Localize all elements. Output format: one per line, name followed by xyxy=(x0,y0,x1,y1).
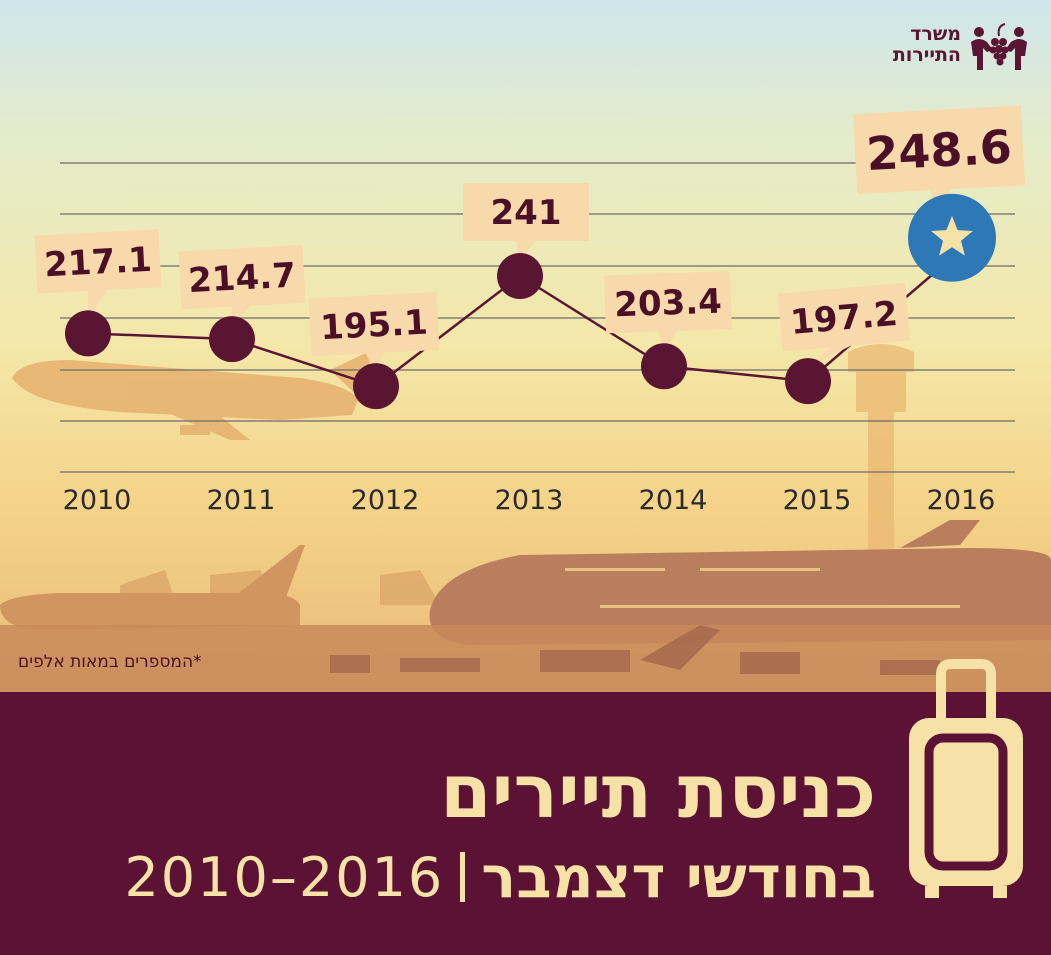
logo-line-2: התיירות xyxy=(892,44,961,66)
parked-plane-left xyxy=(0,545,305,630)
label-box: 203.4 xyxy=(604,271,732,334)
label-box: 197.2 xyxy=(777,282,911,352)
logo-text: משרד התיירות xyxy=(893,24,961,66)
marker-dot xyxy=(65,310,111,357)
data-point: 195.1 xyxy=(308,291,440,410)
x-tick-label: 2015 xyxy=(783,485,852,516)
tourism-logo-icon xyxy=(971,23,1027,70)
x-tick-label: 2011 xyxy=(207,485,276,516)
x-tick-label: 2012 xyxy=(351,485,420,516)
ground xyxy=(0,625,1051,692)
subtitle-separator xyxy=(460,852,466,902)
x-tick-label: 2010 xyxy=(63,485,132,516)
marker-dot xyxy=(353,363,399,410)
year-range: 2010–2016 xyxy=(124,845,445,909)
label-box: 248.6 xyxy=(853,105,1025,195)
marker-dot xyxy=(497,253,543,299)
suitcase-icon xyxy=(909,659,1023,898)
plane-windows xyxy=(565,568,960,608)
label-box-bg xyxy=(34,229,162,294)
control-tower xyxy=(848,344,914,562)
data-label: 248.6 xyxy=(865,120,1013,182)
data-point: 241 xyxy=(463,183,589,299)
ministry-logo: משרד התיירות xyxy=(861,18,1031,78)
marker-dot xyxy=(641,343,687,390)
marker-dot xyxy=(785,358,831,405)
label-box: 241 xyxy=(463,183,589,241)
marker-dot xyxy=(209,316,255,363)
data-point: 217.1 xyxy=(34,229,162,357)
label-box: 195.1 xyxy=(308,291,440,357)
title-banner xyxy=(0,692,1051,955)
label-box-bg xyxy=(178,244,306,310)
data-point: 203.4 xyxy=(604,271,732,390)
data-point: 197.2 xyxy=(777,282,911,405)
label-box-bg xyxy=(604,271,732,334)
logo-line-1: משרד xyxy=(910,23,961,45)
data-label: 241 xyxy=(491,193,562,233)
label-box: 217.1 xyxy=(34,229,162,294)
data-point: 214.7 xyxy=(178,244,306,363)
label-pointer xyxy=(364,351,384,373)
data-label: 197.2 xyxy=(789,294,900,343)
x-tick-label: 2016 xyxy=(927,485,996,516)
data-label: 203.4 xyxy=(614,282,723,326)
x-tick-label: 2014 xyxy=(639,485,708,516)
subtitle-text: בחודשי דצמבר xyxy=(481,843,876,911)
data-label: 195.1 xyxy=(319,303,428,349)
label-box-bg xyxy=(308,291,440,357)
data-markers: 217.1 214.7 195.1 241 203.4 197.2 248.6 xyxy=(34,105,1025,410)
parked-plane-right xyxy=(429,520,1051,645)
x-tick-label: 2013 xyxy=(495,485,564,516)
star-icon xyxy=(931,215,973,256)
label-box: 214.7 xyxy=(178,244,306,310)
label-box-bg xyxy=(463,183,589,241)
label-box-bg xyxy=(777,282,911,352)
footnote: *המספרים במאות אלפים xyxy=(18,652,202,672)
label-box-bg xyxy=(853,105,1025,195)
chart-title: כניסת תיירים xyxy=(440,749,876,835)
x-axis-labels: 2010 2011 2012 2013 2014 2015 2016 xyxy=(63,485,996,516)
chart-subtitle: 2010–2016 בחודשי דצמבר xyxy=(124,842,876,912)
data-point: 248.6 xyxy=(853,105,1025,282)
airport-silhouette xyxy=(0,344,1051,692)
data-label: 217.1 xyxy=(43,240,152,286)
ground-vehicles xyxy=(330,625,940,675)
data-label: 214.7 xyxy=(187,256,296,302)
